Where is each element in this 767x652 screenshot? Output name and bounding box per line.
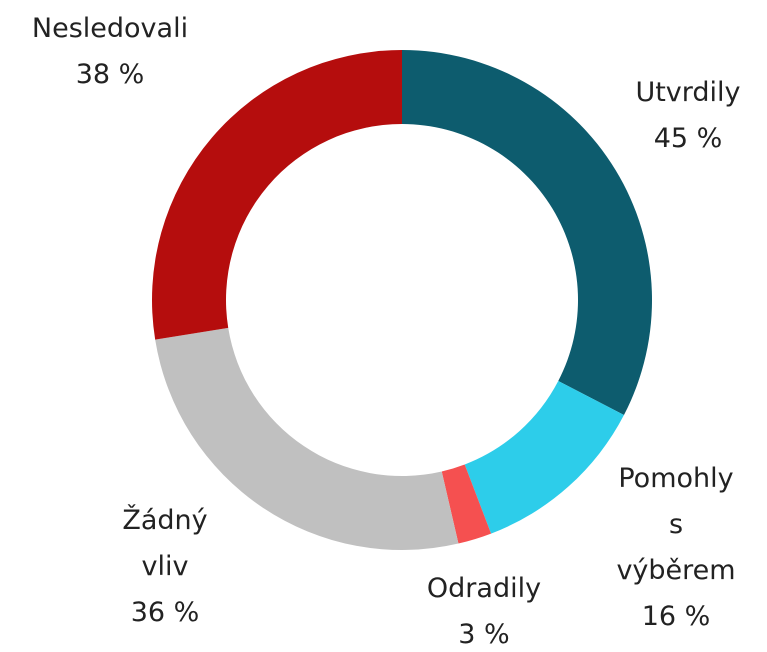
value-label: 36 % bbox=[130, 597, 200, 628]
value-label: 45 % bbox=[653, 123, 723, 154]
donut-slice bbox=[402, 50, 652, 416]
donut-slice bbox=[464, 380, 624, 534]
slice-label: Žádný vliv 36 % bbox=[122, 498, 207, 636]
value-label: 3 % bbox=[458, 619, 510, 650]
category-label: Pomohly s výběrem bbox=[616, 463, 736, 586]
donut-slice bbox=[152, 50, 402, 340]
donut-slice bbox=[441, 464, 492, 544]
value-label: 38 % bbox=[75, 59, 145, 90]
slice-label: Pomohly s výběrem 16 % bbox=[616, 456, 735, 640]
donut-slice bbox=[155, 327, 459, 550]
slice-label: Utvrdily 45 % bbox=[635, 70, 740, 162]
slice-label: Odradily 3 % bbox=[427, 566, 541, 652]
category-label: Žádný vliv bbox=[122, 505, 208, 582]
category-label: Nesledovali bbox=[31, 13, 189, 44]
value-label: 16 % bbox=[641, 601, 711, 632]
slice-label: Nesledovali 38 % bbox=[32, 6, 188, 98]
category-label: Utvrdily bbox=[635, 77, 741, 108]
category-label: Odradily bbox=[426, 573, 542, 604]
